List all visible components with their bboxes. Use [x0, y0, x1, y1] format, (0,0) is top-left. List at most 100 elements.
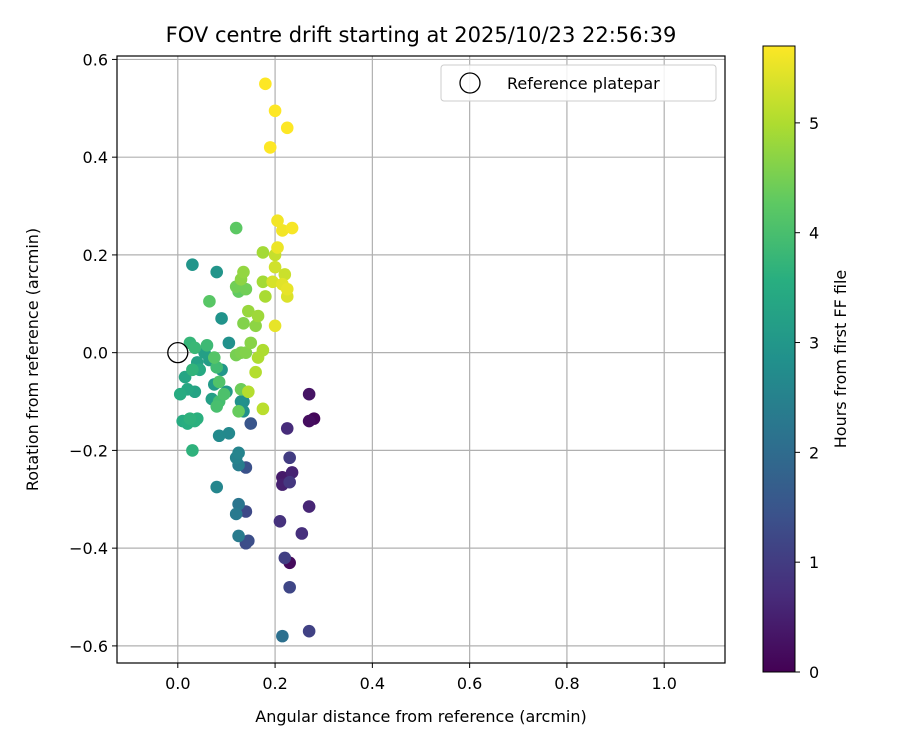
data-point	[217, 387, 231, 401]
x-tick-label: 0.6	[457, 674, 482, 693]
data-point	[285, 466, 299, 479]
legend-marker	[459, 72, 481, 94]
y-axis-ticks: −0.6 −0.4 −0.2 0.0 0.2 0.4 0.6	[69, 50, 117, 656]
data-point	[173, 387, 187, 401]
data-point	[232, 405, 245, 418]
colorbar-tick-label: 0	[809, 663, 819, 682]
data-point	[242, 304, 255, 318]
data-point	[229, 221, 243, 235]
data-point	[256, 275, 270, 289]
data-point	[212, 429, 226, 443]
data-point	[278, 551, 292, 565]
colorbar-ticks: 0 1 2 3 4 5	[795, 114, 819, 682]
colorbar-gradient	[762, 45, 796, 673]
data-point	[232, 529, 245, 543]
data-point	[249, 319, 262, 333]
chart-title: FOV centre drift starting at 2025/10/23 …	[166, 23, 677, 47]
data-point	[188, 341, 202, 355]
data-point	[285, 221, 299, 235]
data-point	[215, 312, 228, 325]
data-point	[210, 480, 224, 494]
data-point	[268, 319, 282, 333]
y-tick-label: 0.4	[83, 148, 108, 167]
data-point	[232, 497, 245, 511]
colorbar: 0 1 2 3 4 5 Hours from first FF file	[762, 45, 850, 682]
legend: Reference platepar	[440, 64, 717, 102]
data-point	[276, 224, 289, 237]
data-point	[237, 317, 250, 330]
plot-frame	[116, 55, 726, 664]
y-tick-label: −0.4	[69, 539, 108, 558]
data-point	[271, 214, 284, 228]
y-tick-label: −0.2	[69, 441, 108, 460]
data-point	[263, 141, 277, 154]
data-point	[251, 351, 265, 364]
data-point	[186, 258, 199, 271]
data-point	[242, 534, 255, 548]
data-point	[302, 624, 316, 638]
data-point	[283, 451, 296, 465]
data-point	[244, 336, 258, 350]
data-point	[302, 387, 316, 401]
data-point	[295, 527, 309, 540]
data-point	[283, 475, 296, 489]
data-point	[203, 295, 216, 308]
x-tick-label: 0.2	[262, 674, 287, 693]
legend-box	[440, 64, 717, 102]
data-points	[167, 77, 321, 643]
data-point	[256, 402, 270, 416]
data-point	[183, 412, 197, 425]
data-point	[280, 422, 294, 435]
reference-platepar-marker	[167, 342, 189, 364]
data-point	[271, 241, 284, 254]
data-point	[268, 260, 282, 274]
x-tick-label: 0.4	[360, 674, 385, 693]
data-point	[249, 365, 262, 379]
x-tick-label: 1.0	[651, 674, 676, 693]
data-point	[200, 339, 214, 352]
data-point	[268, 104, 282, 118]
data-point	[222, 336, 236, 350]
data-point	[302, 414, 316, 428]
data-point	[256, 246, 270, 259]
legend-label: Reference platepar	[507, 74, 660, 93]
y-tick-label: 0.2	[83, 246, 108, 265]
data-point	[283, 580, 296, 594]
colorbar-tick-label: 1	[809, 553, 819, 572]
data-point	[273, 514, 287, 528]
colorbar-tick-label: 2	[809, 443, 819, 462]
data-point	[278, 268, 292, 281]
data-point	[280, 282, 294, 296]
colorbar-tick-label: 4	[809, 224, 819, 243]
y-axis-label: Rotation from reference (arcmin)	[23, 228, 42, 491]
x-axis-label: Angular distance from reference (arcmin)	[255, 707, 586, 726]
data-point	[302, 500, 316, 513]
data-point	[186, 444, 199, 457]
x-tick-label: 0.8	[554, 674, 579, 693]
data-point	[244, 417, 258, 430]
colorbar-tick-label: 5	[809, 114, 819, 133]
data-point	[239, 282, 253, 296]
y-tick-label: 0.6	[83, 50, 108, 69]
data-point	[210, 400, 224, 413]
data-point	[207, 351, 221, 364]
data-point	[232, 446, 245, 460]
x-tick-label: 0.0	[165, 674, 190, 693]
y-tick-label: −0.6	[69, 637, 108, 656]
grid	[117, 56, 725, 663]
data-point	[212, 375, 226, 389]
data-point	[237, 265, 250, 279]
data-point	[259, 77, 272, 91]
data-point	[210, 361, 224, 374]
data-point	[210, 265, 224, 279]
data-point	[251, 309, 265, 323]
data-point	[242, 385, 255, 399]
data-point	[266, 275, 279, 289]
y-tick-label: 0.0	[83, 344, 108, 363]
data-point	[276, 629, 289, 643]
data-point	[229, 507, 243, 521]
data-point	[234, 395, 248, 408]
x-axis-ticks: 0.0 0.2 0.4 0.6 0.8 1.0	[165, 663, 677, 693]
colorbar-label: Hours from first FF file	[831, 270, 850, 449]
